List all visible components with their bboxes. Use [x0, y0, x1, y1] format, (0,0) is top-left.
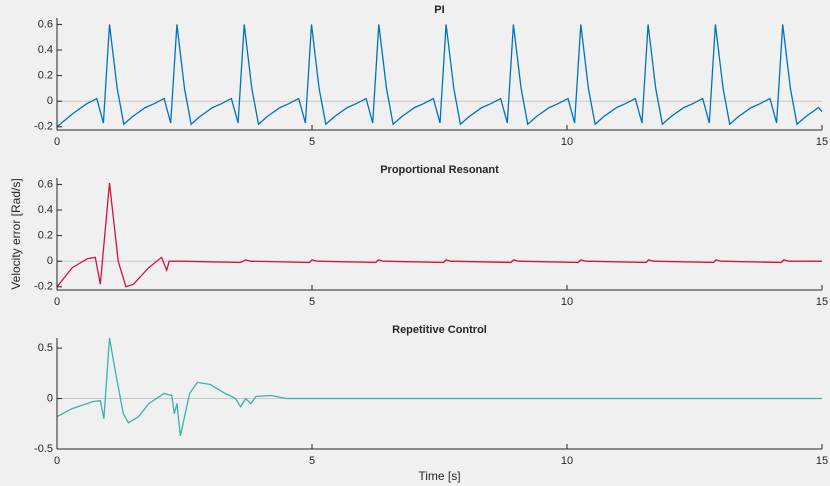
y-tick-label: 0.2 [38, 70, 53, 82]
y-tick-label: -0.5 [34, 443, 53, 455]
y-tick-label: 0.6 [38, 18, 53, 30]
y-tick-label: 0 [47, 95, 53, 107]
data-line [56, 24, 823, 128]
x-tick-label: 15 [816, 136, 828, 148]
x-tick-label: 10 [561, 296, 573, 308]
y-tick-label: -0.2 [34, 281, 53, 293]
y-tick-label: -0.2 [34, 121, 53, 133]
y-tick-label: 0.4 [38, 204, 53, 216]
x-tick-label: 15 [816, 455, 828, 467]
data-line [56, 183, 822, 288]
data-line [56, 337, 822, 437]
subplot-title: Proportional Resonant [380, 164, 499, 176]
y-tick-label: 0 [47, 255, 53, 267]
x-tick-label: 0 [54, 455, 60, 467]
subplot-title: Repetitive Control [392, 324, 487, 336]
x-tick-label: 5 [309, 455, 315, 467]
x-tick-label: 10 [561, 455, 573, 467]
x-tick-label: 5 [309, 136, 315, 148]
x-tick-label: 0 [54, 136, 60, 148]
x-axis-label: Time [s] [418, 469, 460, 483]
subplot-title: PI [434, 4, 444, 16]
x-tick-label: 10 [561, 136, 573, 148]
y-tick-label: 0.4 [38, 44, 53, 56]
x-tick-label: 15 [816, 296, 828, 308]
x-tick-label: 5 [309, 296, 315, 308]
y-tick-label: 0.2 [38, 230, 53, 242]
y-axis-label: Velocity error [Rad/s] [9, 178, 23, 289]
y-tick-label: 0.5 [38, 342, 53, 354]
x-tick-label: 0 [54, 296, 60, 308]
y-tick-label: 0.6 [38, 178, 53, 190]
y-tick-label: 0 [47, 392, 53, 404]
